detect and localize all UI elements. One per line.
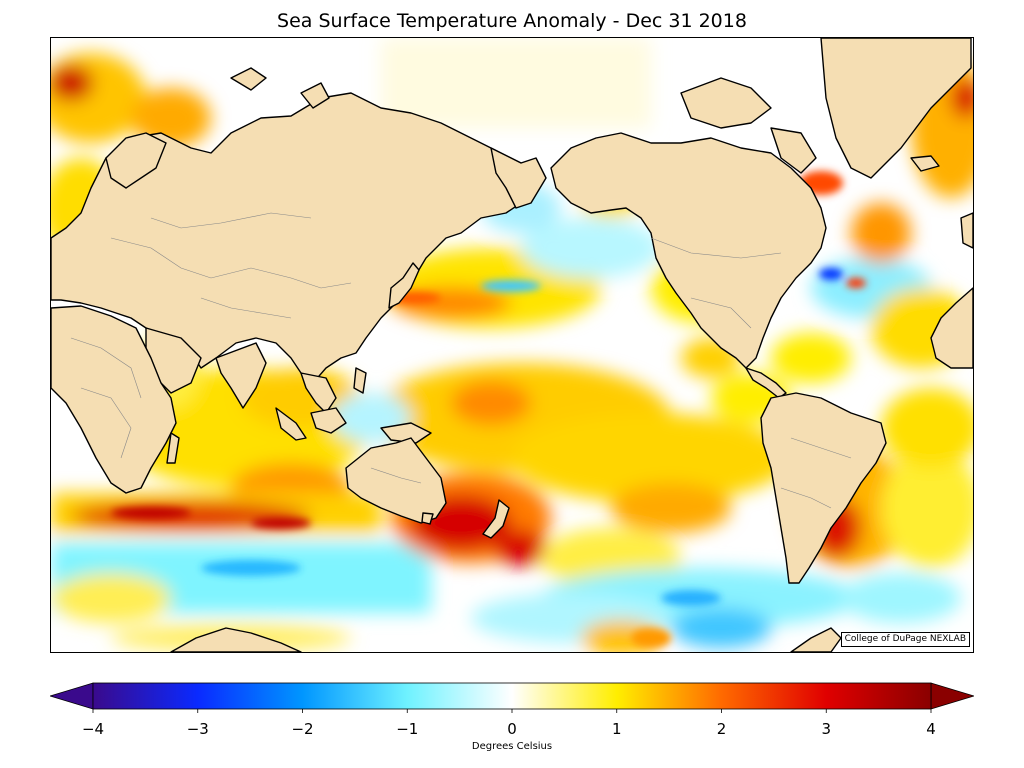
colorbar-tick-label: −2 bbox=[291, 720, 313, 738]
greenland bbox=[820, 38, 972, 179]
baffin-island bbox=[770, 127, 817, 174]
colorbar-tick-label: 0 bbox=[507, 720, 517, 738]
scandinavia bbox=[105, 132, 167, 189]
colorbar-ticks: −4 −3 −2 −1 0 1 2 3 4 bbox=[82, 709, 936, 738]
uk-right bbox=[960, 212, 973, 249]
arctic-islands bbox=[680, 77, 772, 129]
iceland bbox=[910, 155, 940, 172]
africa-landmass bbox=[51, 305, 177, 494]
tasmania bbox=[421, 512, 434, 525]
sst-anomaly-map: College of DuPage NEXLAB bbox=[50, 37, 974, 653]
map-canvas bbox=[51, 38, 973, 652]
sumatra bbox=[275, 407, 307, 441]
country-borders bbox=[70, 212, 852, 509]
colorbar-tick-label: 4 bbox=[926, 720, 936, 738]
colorbar-max-extend bbox=[930, 682, 974, 710]
antarctica-edge bbox=[170, 627, 302, 652]
colorbar-tick-label: 2 bbox=[717, 720, 727, 738]
antarctic-peninsula bbox=[790, 627, 842, 652]
borneo bbox=[310, 407, 347, 434]
colorbar: −4 −3 −2 −1 0 1 2 3 4 bbox=[50, 682, 974, 738]
colorbar-tick-label: −1 bbox=[396, 720, 418, 738]
north-america-landmass bbox=[550, 132, 827, 369]
colorbar-tick-label: −3 bbox=[187, 720, 209, 738]
madagascar bbox=[166, 432, 180, 464]
india-landmass bbox=[215, 342, 267, 409]
colorbar-min-extend bbox=[50, 682, 94, 710]
credit-label: College of DuPage NEXLAB bbox=[840, 632, 970, 647]
new-guinea bbox=[380, 422, 432, 444]
new-zealand bbox=[482, 499, 510, 539]
novaya-zemlya bbox=[300, 82, 330, 109]
colorbar-tick-label: 3 bbox=[821, 720, 831, 738]
australia-landmass bbox=[345, 437, 447, 524]
philippines bbox=[353, 367, 367, 394]
colorbar-label: Degrees Celsius bbox=[471, 741, 553, 752]
kamchatka bbox=[490, 147, 547, 209]
land-masses bbox=[51, 38, 973, 652]
south-america-landmass bbox=[760, 392, 887, 584]
colorbar-gradient bbox=[92, 682, 932, 710]
colorbar-tick-label: 1 bbox=[612, 720, 622, 738]
west-africa-right bbox=[930, 287, 973, 369]
svalbard bbox=[230, 67, 267, 91]
colorbar-tick-label: −4 bbox=[82, 720, 104, 738]
map-title: Sea Surface Temperature Anomaly - Dec 31… bbox=[277, 10, 747, 32]
japan bbox=[388, 262, 420, 309]
